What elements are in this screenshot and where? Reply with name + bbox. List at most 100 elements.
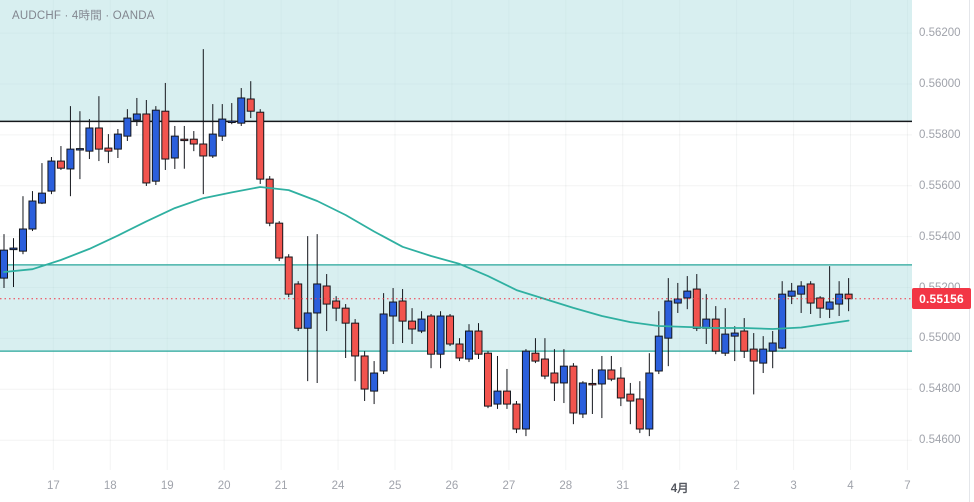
- candle-down: [616, 377, 625, 399]
- candle-up: [493, 390, 502, 405]
- time-axis-label: 19: [160, 480, 174, 492]
- candle-down: [341, 307, 350, 324]
- symbol-legend[interactable]: AUDCHF · 4時間 · OANDA: [12, 10, 155, 22]
- candle-up: [645, 372, 654, 430]
- candle-down: [275, 222, 284, 259]
- candle-down: [635, 398, 644, 430]
- candle-up: [683, 290, 692, 299]
- candle-down: [540, 358, 549, 377]
- candle-down: [246, 98, 255, 112]
- price-axis[interactable]: 0.562000.560000.558000.556000.554000.552…: [912, 0, 974, 502]
- candle-up: [18, 228, 27, 252]
- candle-up: [730, 332, 739, 337]
- candle-up: [654, 335, 663, 372]
- candle-up: [37, 192, 46, 204]
- upper-supply-zone[interactable]: [0, 0, 912, 122]
- candle-up: [208, 133, 217, 157]
- candle-down: [351, 322, 360, 357]
- price-axis-label: 0.54600: [919, 434, 961, 447]
- candle-up: [578, 382, 587, 415]
- candle-down: [104, 147, 113, 152]
- candle-up: [237, 97, 246, 124]
- candle-down: [816, 297, 825, 309]
- candle-up: [787, 290, 796, 297]
- candle-down: [626, 393, 635, 402]
- candle-down: [844, 293, 853, 300]
- candle-up: [123, 117, 132, 137]
- candle-down: [692, 288, 701, 329]
- candle-up: [721, 333, 730, 354]
- mid-demand-zone[interactable]: [0, 264, 912, 352]
- price-axis-label: 0.55000: [919, 332, 961, 345]
- time-axis-label: 18: [103, 480, 117, 492]
- time-axis-label: 17: [46, 480, 60, 492]
- candle-up: [597, 369, 606, 385]
- time-axis-label: 24: [331, 480, 345, 492]
- time-axis-label: 31: [616, 480, 630, 492]
- candle-down: [550, 372, 559, 384]
- candle-up: [759, 348, 768, 364]
- candle-down: [607, 369, 616, 380]
- ma-line: [3, 186, 850, 330]
- candle-down: [474, 330, 483, 355]
- candle-up: [151, 109, 160, 182]
- candle-up: [132, 113, 141, 121]
- candle-down: [483, 352, 492, 407]
- candle-down: [256, 111, 265, 180]
- candle-up: [170, 135, 179, 159]
- candle-up: [113, 133, 122, 150]
- candle-up: [66, 148, 75, 170]
- candle-down: [455, 343, 464, 359]
- time-axis-label: 25: [388, 480, 402, 492]
- candle-down: [199, 143, 208, 157]
- candle-down: [322, 285, 331, 305]
- candle-down: [294, 283, 303, 329]
- candle-down: [398, 300, 407, 322]
- candle-down: [265, 178, 274, 224]
- candle-down: [711, 318, 720, 352]
- candle-down: [531, 352, 540, 362]
- price-axis-label: 0.56200: [919, 27, 961, 40]
- candle-down: [740, 330, 749, 352]
- candle-up: [825, 301, 834, 310]
- candle-down: [360, 355, 369, 390]
- candle-up: [664, 300, 673, 339]
- time-axis-label: 3: [790, 480, 797, 492]
- time-axis-label: 4月: [670, 483, 689, 495]
- time-axis-label: 27: [502, 480, 516, 492]
- candle-down: [502, 390, 511, 405]
- candle-up: [47, 160, 56, 192]
- candle-up: [559, 365, 568, 384]
- candle-up: [465, 330, 474, 360]
- price-axis-label: 0.54800: [919, 383, 961, 396]
- candle-down: [749, 348, 758, 362]
- candle-down: [512, 403, 521, 430]
- time-axis-label: 28: [559, 480, 573, 492]
- candle-down: [180, 138, 189, 142]
- time-axis-label: 21: [274, 480, 288, 492]
- candle-up: [768, 342, 777, 352]
- candle-up: [28, 200, 37, 230]
- price-axis-label: 0.55400: [919, 230, 961, 243]
- candle-down: [189, 138, 198, 145]
- candle-up: [673, 298, 682, 304]
- candle-down: [332, 300, 341, 309]
- candle-up: [0, 249, 8, 279]
- time-axis-label: 26: [445, 480, 459, 492]
- current-price-badge: 0.55156: [912, 288, 971, 310]
- candle-down: [94, 127, 103, 150]
- time-axis-label: 7: [904, 480, 911, 492]
- price-axis-label: 0.55600: [919, 179, 961, 192]
- candle-up: [521, 350, 530, 430]
- candle-up: [370, 372, 379, 392]
- candle-up: [218, 118, 227, 137]
- candle-up: [227, 120, 236, 124]
- candle-up: [85, 127, 94, 152]
- candle-up: [436, 315, 445, 355]
- time-axis-label: 2: [733, 480, 740, 492]
- candle-up: [797, 285, 806, 295]
- candle-down: [56, 160, 65, 169]
- time-axis[interactable]: 17 18 19 20 21 24 25 26 27 28 31 4月 2 3 4 7: [0, 470, 912, 502]
